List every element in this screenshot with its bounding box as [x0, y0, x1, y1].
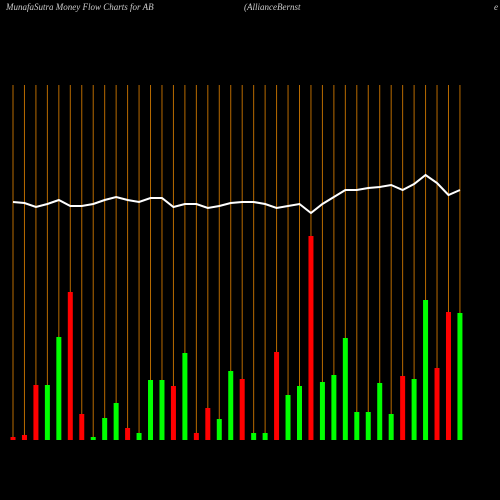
bar [434, 368, 440, 440]
bar [148, 380, 154, 440]
bar [274, 352, 280, 440]
bar [170, 386, 176, 440]
bar [297, 386, 302, 440]
bar [285, 395, 291, 440]
bar [423, 300, 429, 440]
chart-subtitle: (AllianceBernst [244, 2, 301, 12]
bar [79, 414, 85, 440]
bar [136, 433, 142, 440]
bar [125, 428, 131, 440]
bar [228, 371, 234, 440]
bar [102, 418, 108, 440]
bar [216, 419, 222, 440]
bar [400, 376, 406, 440]
bar [90, 437, 96, 440]
bar [262, 433, 268, 440]
bar [342, 338, 348, 440]
bar [67, 292, 73, 440]
bar [56, 337, 62, 440]
bar [33, 385, 39, 440]
chart-title: MunafaSutra Money Flow Charts for AB [5, 2, 154, 12]
bar [354, 412, 360, 440]
bar [308, 236, 314, 440]
bar [205, 408, 211, 440]
bar [44, 385, 50, 440]
money-flow-line [12, 173, 461, 215]
bar [239, 379, 245, 440]
bar [445, 312, 451, 440]
bar [457, 313, 463, 440]
bar [251, 433, 257, 440]
bar [377, 383, 383, 440]
bar [365, 412, 371, 440]
bar [10, 437, 16, 440]
bar [319, 382, 325, 440]
bar [159, 380, 165, 440]
bar [21, 435, 27, 440]
chart-title-tail: e [494, 2, 498, 12]
bar [331, 375, 337, 440]
bar [193, 433, 199, 440]
bar [113, 403, 119, 440]
bar [388, 414, 394, 440]
bar [411, 379, 417, 440]
bar [182, 353, 188, 440]
